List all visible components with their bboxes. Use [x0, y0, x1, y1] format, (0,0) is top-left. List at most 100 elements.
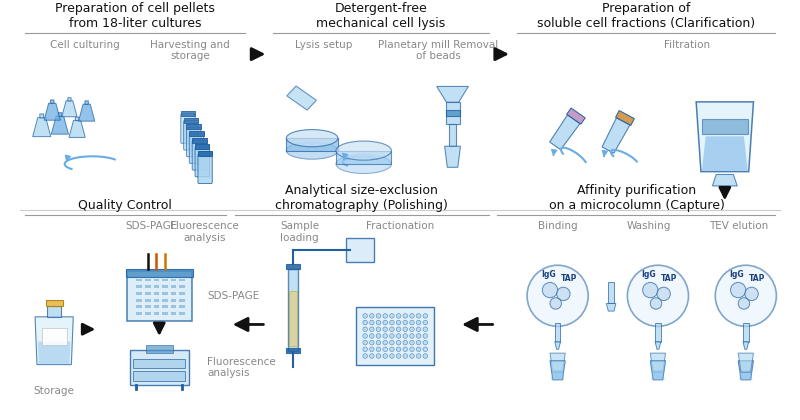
Circle shape: [410, 333, 414, 338]
Polygon shape: [437, 87, 468, 102]
Text: TAP: TAP: [749, 274, 766, 283]
Circle shape: [423, 340, 428, 345]
Circle shape: [370, 320, 374, 325]
Circle shape: [370, 314, 374, 318]
Circle shape: [370, 347, 374, 352]
Text: Preparation of cell pellets
from 18-liter cultures: Preparation of cell pellets from 18-lite…: [55, 2, 215, 30]
Circle shape: [650, 298, 662, 309]
Circle shape: [738, 298, 750, 309]
Polygon shape: [550, 361, 566, 380]
Polygon shape: [696, 102, 754, 172]
Bar: [170, 285, 177, 288]
Bar: [162, 312, 168, 315]
Bar: [286, 138, 338, 151]
Bar: [181, 111, 195, 116]
FancyBboxPatch shape: [184, 121, 198, 150]
Circle shape: [390, 320, 394, 325]
Circle shape: [410, 347, 414, 352]
Polygon shape: [602, 118, 630, 153]
Polygon shape: [445, 146, 461, 167]
Circle shape: [376, 354, 381, 358]
Polygon shape: [75, 117, 79, 121]
Circle shape: [403, 333, 407, 338]
FancyBboxPatch shape: [195, 147, 210, 177]
Circle shape: [363, 347, 367, 352]
Bar: [190, 131, 204, 136]
Circle shape: [390, 347, 394, 352]
Circle shape: [363, 340, 367, 345]
Text: Analytical size-exclusion
chromatography (Polishing): Analytical size-exclusion chromatography…: [275, 184, 448, 212]
Bar: [179, 278, 185, 281]
Bar: [162, 285, 168, 288]
Circle shape: [423, 327, 428, 331]
Bar: [286, 264, 300, 269]
Bar: [154, 292, 159, 295]
Polygon shape: [40, 114, 44, 118]
Circle shape: [370, 327, 374, 331]
Circle shape: [396, 340, 401, 345]
Text: Planetary mill Removal
of beads: Planetary mill Removal of beads: [378, 40, 498, 61]
Bar: [154, 305, 159, 308]
Bar: [154, 299, 159, 302]
Bar: [286, 348, 300, 353]
Circle shape: [416, 314, 421, 318]
Bar: [446, 102, 459, 124]
Bar: [162, 305, 168, 308]
Bar: [130, 350, 189, 385]
Bar: [154, 312, 159, 315]
Polygon shape: [38, 341, 70, 365]
Polygon shape: [551, 370, 564, 380]
Circle shape: [403, 320, 407, 325]
FancyBboxPatch shape: [198, 154, 212, 184]
Bar: [145, 305, 150, 308]
Bar: [288, 269, 298, 351]
Circle shape: [396, 327, 401, 331]
Bar: [743, 323, 749, 341]
Text: Filtration: Filtration: [663, 40, 710, 50]
Polygon shape: [550, 115, 580, 150]
Text: Detergent-free
mechanical cell lysis: Detergent-free mechanical cell lysis: [316, 2, 446, 30]
Circle shape: [376, 320, 381, 325]
Bar: [170, 305, 177, 308]
Bar: [179, 292, 185, 295]
Polygon shape: [69, 121, 86, 137]
Bar: [136, 312, 142, 315]
Circle shape: [396, 347, 401, 352]
Circle shape: [416, 333, 421, 338]
Circle shape: [383, 347, 387, 352]
Bar: [136, 292, 142, 295]
Circle shape: [423, 320, 428, 325]
Bar: [42, 328, 66, 346]
Circle shape: [527, 265, 588, 326]
FancyBboxPatch shape: [192, 141, 206, 170]
Text: Fluorescence
analysis: Fluorescence analysis: [207, 357, 276, 378]
Circle shape: [416, 354, 421, 358]
Bar: [136, 278, 142, 281]
Polygon shape: [287, 86, 316, 110]
Circle shape: [396, 314, 401, 318]
Circle shape: [542, 282, 558, 298]
Ellipse shape: [336, 141, 391, 160]
Bar: [195, 144, 210, 149]
Bar: [162, 299, 168, 302]
Circle shape: [376, 347, 381, 352]
Bar: [136, 305, 142, 308]
Bar: [136, 285, 142, 288]
Polygon shape: [85, 101, 89, 105]
Bar: [154, 278, 159, 281]
Polygon shape: [655, 341, 661, 349]
Bar: [179, 312, 185, 315]
Bar: [356, 307, 434, 365]
Text: Affinity purification
on a microcolumn (Capture): Affinity purification on a microcolumn (…: [549, 184, 724, 212]
Circle shape: [383, 354, 387, 358]
Circle shape: [410, 320, 414, 325]
Bar: [170, 278, 177, 281]
Circle shape: [410, 340, 414, 345]
Circle shape: [390, 314, 394, 318]
Bar: [170, 292, 177, 295]
Bar: [154, 285, 159, 288]
Bar: [336, 151, 391, 164]
Circle shape: [396, 333, 401, 338]
Circle shape: [715, 265, 777, 326]
Circle shape: [416, 327, 421, 331]
